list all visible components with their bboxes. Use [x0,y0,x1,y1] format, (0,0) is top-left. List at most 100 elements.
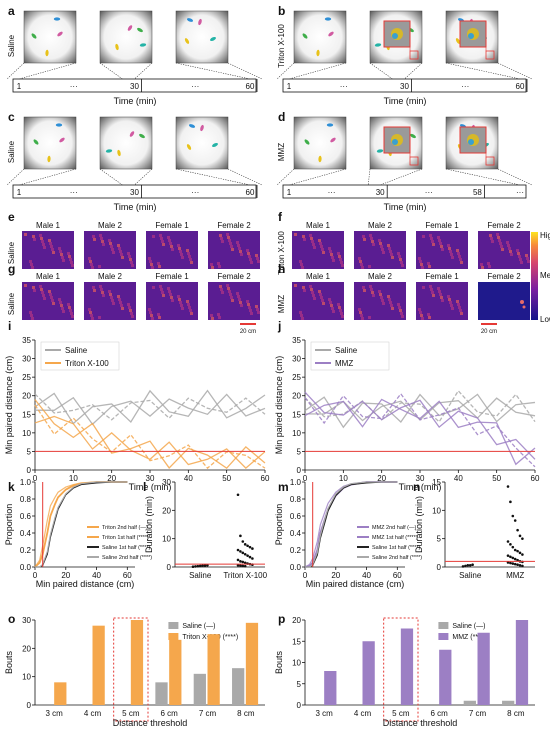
heatmap-speck [391,307,394,310]
heatmap-speck [157,313,160,316]
heatmap-speck [457,252,460,255]
projection-line [288,168,347,186]
legend-swatch [168,633,179,640]
y-axis-label: Proportion [4,504,14,546]
data-point [518,564,522,567]
y-axis-label: Bouts [4,650,14,674]
animal-blob [210,36,216,42]
data-point [239,564,242,567]
heatmap-speck [391,256,394,259]
data-point [521,564,524,568]
data-point [239,534,242,538]
heatmap-speck [171,248,174,251]
animal-blob [186,144,192,150]
y-tick-label: 5 [297,447,302,456]
heatmap-speck [430,288,433,291]
huddle-cluster [468,33,474,39]
x-tick-label: 60 [393,571,402,580]
heatmap-speck [456,300,459,303]
heatmap-speck [313,246,316,249]
animal-blob [410,133,416,139]
y-tick-label: 25 [292,373,301,382]
heatmap-title: Female 2 [487,272,521,281]
heatmap-speck [397,303,400,306]
zoom-source-box [409,50,419,60]
heatmap-speck [43,297,46,300]
heatmap-speck [117,244,120,247]
heatmap-speck [230,245,233,248]
heatmap-speck [177,295,180,298]
heatmap-speck [496,233,499,236]
y-tick-label: 0.6 [20,512,32,521]
data-point [511,556,515,560]
y-tick-label: 10 [292,429,301,438]
heatmap-speck [299,260,302,263]
heatmap-speck [240,253,243,256]
heatmap-speck [370,288,373,291]
x-category-label: 5 cm [392,709,410,718]
data-point [516,563,519,567]
heatmap-speck [248,306,251,309]
heatmap-speck [60,253,63,256]
heatmap-speck [218,265,221,268]
series-line-triton-x-100 [34,415,266,470]
heatmap-speck [157,262,160,265]
heatmap-speck [130,261,133,264]
projection-line [227,62,263,80]
heatmap-speck [98,265,101,268]
heatmap-speck [437,236,440,239]
heatmap-speck [447,244,450,247]
side-label: Saline [7,292,16,315]
x-tick-label: 0 [303,474,308,483]
heatmap-speck [39,234,42,237]
y-tick-label: 20 [22,644,31,653]
heatmap-speck [389,250,392,253]
heatmap-speck [401,264,404,267]
y-tick-label: 35 [22,336,31,345]
heatmap-speck [330,304,333,307]
heatmap-speck [526,257,529,260]
projection-line [367,168,371,186]
heatmap-speck [440,245,443,248]
heatmap-speck [159,234,162,237]
heatmap-speck [51,248,54,251]
heatmap-speck [388,298,391,301]
heatmap-speck [148,257,151,260]
heatmap-speck [368,316,371,319]
heatmap-speck [302,235,305,238]
x-axis-label: Min paired distance (cm) [306,579,405,589]
projection-line [276,62,295,80]
data-point [511,545,515,549]
heatmap-speck [109,293,112,296]
heatmap-speck [68,255,71,258]
data-point [239,560,242,563]
heatmap-speck [320,245,323,248]
y-tick-label: 30 [162,478,171,487]
series-line-mmz [304,391,536,460]
series-line-mmz [304,398,536,466]
data-point [243,564,247,568]
heatmap-speck [522,305,526,309]
data-point [509,555,512,559]
heatmap-speck [499,242,502,245]
heatmap-speck [99,285,102,288]
y-tick-label: 0 [27,701,32,710]
heatmap-speck [108,290,111,293]
heatmap-speck [221,291,224,294]
data-point [201,564,204,567]
heatmap-speck [450,253,453,256]
heatmap-speck [118,298,121,301]
heatmap-speck [422,286,425,289]
x-category-label: Saline [459,571,482,580]
y-tick-label: 0 [167,563,172,572]
heatmap-speck [101,291,104,294]
x-axis-label: Time (min) [129,482,172,492]
heatmap-speck [169,242,172,245]
x-tick-label: 10 [339,474,348,483]
heatmap-speck [372,294,375,297]
heatmap-speck [190,261,193,264]
panel-letter-i: i [8,319,11,333]
animal-blob [455,38,461,44]
heatmap-title: Male 1 [36,221,61,230]
heatmap-speck [93,289,96,292]
